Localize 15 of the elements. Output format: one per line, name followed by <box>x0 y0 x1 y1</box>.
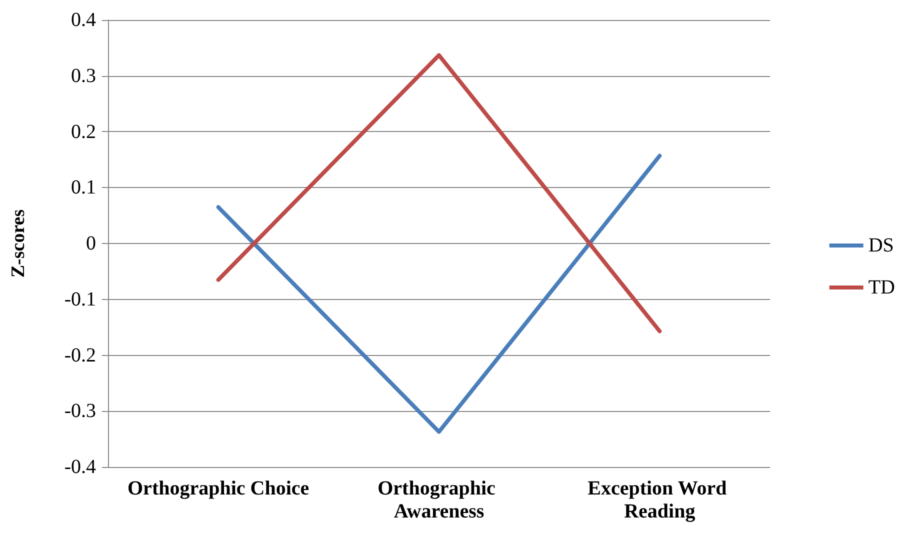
y-tick-label: -0.4 <box>64 456 96 478</box>
y-tick-label: -0.1 <box>64 288 96 310</box>
legend-label: DS <box>868 234 894 256</box>
y-tick-label: -0.3 <box>64 400 96 422</box>
y-tick-label: 0.3 <box>71 64 96 87</box>
y-axis-title: Z-scores <box>8 209 29 278</box>
y-tick-label: 0 <box>86 232 96 254</box>
x-tick-label: Exception Word Reading <box>588 478 732 522</box>
x-tick-label: Orthographic Awareness <box>378 478 500 522</box>
legend-label: TD <box>868 276 896 298</box>
x-tick-label: Orthographic Choice <box>128 478 310 500</box>
y-tick-label: -0.2 <box>64 344 96 366</box>
y-tick-label: 0.2 <box>71 120 96 143</box>
y-tick-label: 0.4 <box>71 9 96 31</box>
y-tick-label: 0.1 <box>71 176 96 199</box>
